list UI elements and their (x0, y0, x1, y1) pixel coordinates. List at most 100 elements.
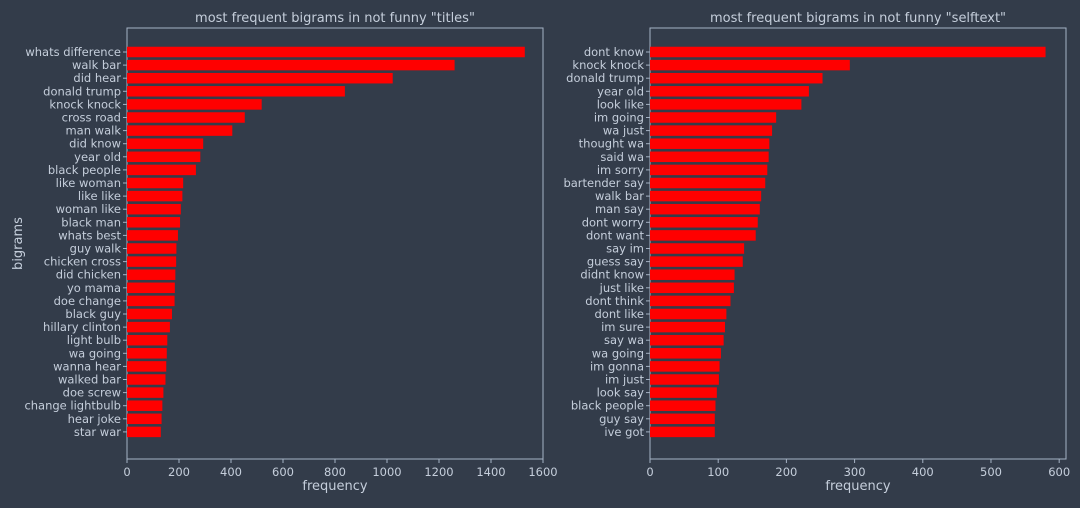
titles-category-label: like like (78, 189, 121, 203)
titles-y-axis-label: bigrams (11, 217, 26, 270)
selftext-bar-year-old (650, 86, 809, 97)
titles-category-label: light bulb (67, 333, 121, 347)
selftext-x-tick-label: 200 (775, 465, 797, 479)
titles-category-label: did chicken (56, 268, 121, 282)
selftext-x-axis-label: frequency (825, 479, 891, 494)
selftext-category-label: look like (597, 97, 644, 111)
selftext-bar-said-wa (650, 151, 769, 163)
selftext-bar-didnt-know (650, 269, 735, 280)
titles-bar-year-old (127, 151, 201, 163)
titles-bar-yo-mama (127, 282, 175, 294)
selftext-bar-im-sure (650, 321, 726, 333)
selftext-category-label: wa going (592, 346, 644, 360)
titles-category-label: black man (61, 215, 121, 229)
titles-category-label: yo mama (67, 281, 121, 295)
selftext-category-label: walk bar (595, 189, 644, 203)
selftext-x-tick-label: 0 (646, 465, 653, 479)
titles-x-tick-label: 600 (272, 465, 294, 479)
titles-bar-wanna-hear (127, 361, 167, 372)
titles-category-label: guy walk (70, 242, 122, 256)
titles-category-label: walked bar (58, 373, 121, 387)
selftext-bar-knock-knock (650, 59, 850, 71)
selftext-bar-wa-just (650, 125, 773, 136)
selftext-category-label: thought wa (579, 137, 644, 151)
selftext-bar-dont-want (650, 230, 756, 241)
titles-bar-man-walk (127, 125, 233, 136)
selftext-bar-bartender-say (650, 177, 766, 189)
titles-bar-like-like (127, 190, 183, 202)
titles-bar-walked-bar (127, 374, 166, 385)
titles-bar-hillary-clinton (127, 321, 170, 333)
titles-bar-star-war (127, 426, 161, 438)
selftext-bar-black-people (650, 400, 716, 411)
selftext-x-tick-label: 400 (912, 465, 934, 479)
selftext-bar-ive-got (650, 426, 715, 438)
selftext-category-label: knock knock (572, 58, 644, 72)
titles-x-tick-label: 1200 (424, 465, 453, 479)
selftext-category-label: guess say (587, 255, 644, 269)
titles-category-label: donald trump (43, 84, 121, 98)
selftext-category-label: dont know (584, 45, 644, 59)
selftext-bar-wa-going (650, 348, 721, 359)
selftext-bar-say-wa (650, 334, 724, 346)
titles-x-tick-label: 0 (123, 465, 130, 479)
selftext-bar-look-say (650, 387, 717, 398)
titles-x-tick-label: 200 (168, 465, 190, 479)
titles-category-label: wanna hear (53, 359, 121, 373)
titles-category-label: doe screw (63, 386, 121, 400)
selftext-bar-look-like (650, 99, 802, 110)
titles-category-label: cross road (62, 111, 121, 125)
selftext-category-label: didnt know (580, 268, 644, 282)
titles-bar-hear-joke (127, 413, 162, 425)
titles-category-label: whats difference (25, 45, 121, 59)
selftext-bar-donald-trump (650, 72, 823, 84)
titles-category-label: hillary clinton (43, 320, 121, 334)
titles-bar-black-people (127, 164, 196, 176)
selftext-category-label: bartender say (563, 176, 644, 190)
titles-category-label: did hear (73, 71, 121, 85)
titles-bar-did-hear (127, 72, 393, 84)
titles-bar-wa-going (127, 348, 167, 359)
selftext-bar-im-just (650, 374, 719, 385)
selftext-category-label: guy say (599, 412, 644, 426)
selftext-category-label: just like (599, 281, 644, 295)
titles-category-label: black guy (65, 307, 121, 321)
selftext-bar-im-sorry (650, 164, 768, 176)
titles-bar-woman-like (127, 203, 181, 215)
titles-category-label: black people (48, 163, 121, 177)
titles-x-tick-label: 1400 (476, 465, 505, 479)
titles-bar-did-chicken (127, 269, 176, 280)
titles-x-tick-label: 1000 (372, 465, 401, 479)
selftext-bar-walk-bar (650, 190, 762, 202)
selftext-category-label: year old (597, 84, 644, 98)
titles-bar-black-man (127, 217, 181, 228)
titles-category-label: whats best (58, 228, 121, 242)
selftext-category-label: say wa (604, 333, 644, 347)
selftext-x-tick-label: 100 (707, 465, 729, 479)
selftext-bar-just-like (650, 282, 734, 294)
titles-x-tick-label: 400 (220, 465, 242, 479)
titles-x-tick-label: 1600 (528, 465, 557, 479)
selftext-bar-man-say (650, 203, 760, 215)
titles-category-label: did know (69, 137, 121, 151)
selftext-category-label: black people (571, 399, 644, 413)
selftext-category-label: say im (606, 242, 644, 256)
selftext-category-label: donald trump (566, 71, 644, 85)
titles-category-label: knock knock (49, 97, 121, 111)
selftext-category-label: dont worry (582, 215, 644, 229)
selftext-bar-im-gonna (650, 361, 720, 372)
titles-bar-doe-screw (127, 387, 164, 398)
selftext-category-label: im just (605, 373, 645, 387)
selftext-bar-say-im (650, 243, 745, 254)
titles-bar-doe-change (127, 295, 175, 307)
selftext-x-tick-label: 500 (980, 465, 1002, 479)
titles-x-axis-label: frequency (302, 479, 368, 494)
selftext-category-label: dont think (585, 294, 644, 308)
titles-category-label: woman like (56, 202, 121, 216)
selftext-category-label: im gonna (590, 359, 644, 373)
selftext-category-label: im going (594, 111, 644, 125)
selftext-category-label: dont want (586, 228, 645, 242)
selftext-x-tick-label: 600 (1048, 465, 1070, 479)
titles-category-label: walk bar (72, 58, 121, 72)
